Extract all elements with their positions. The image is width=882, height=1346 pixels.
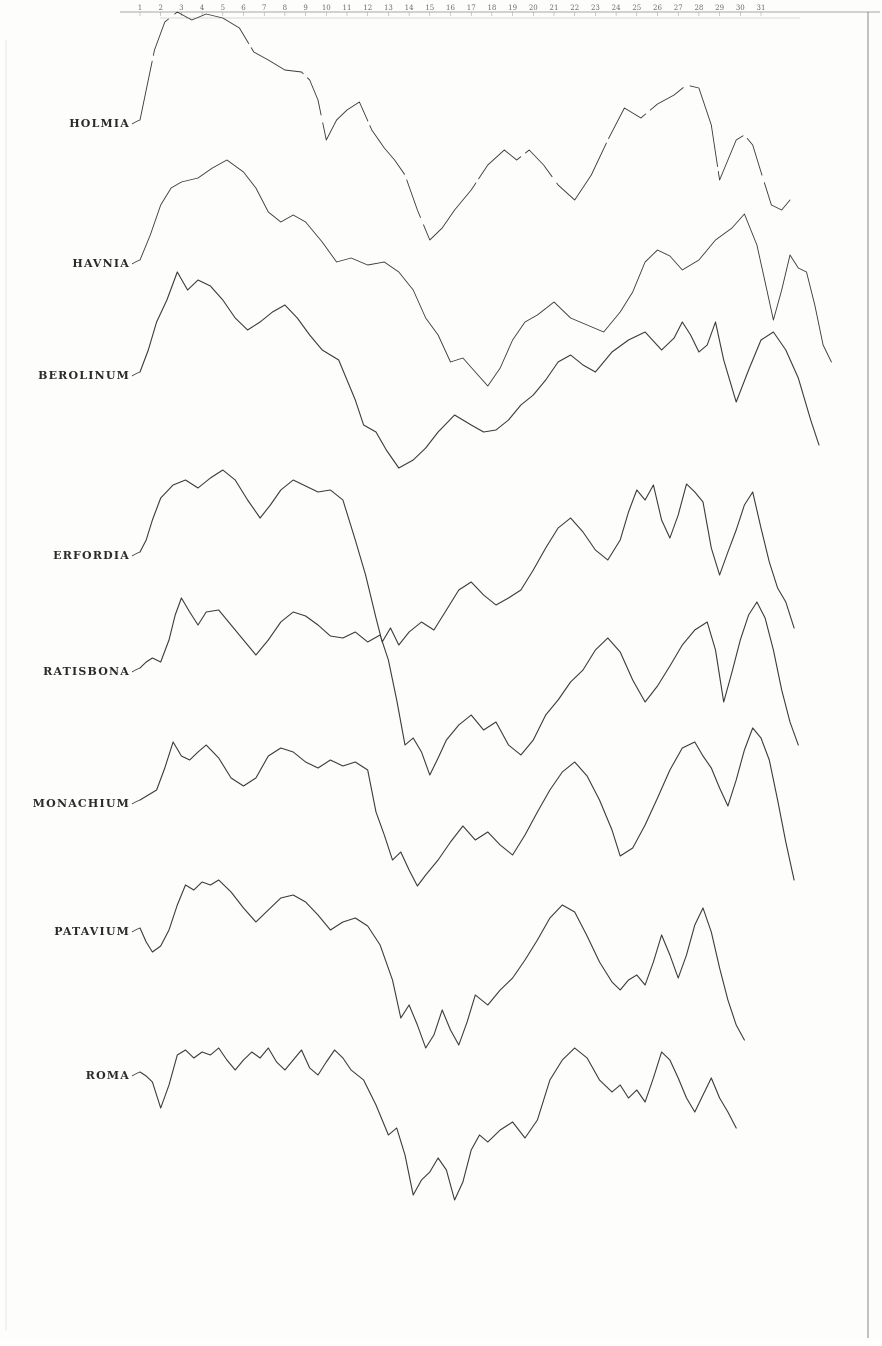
x-tick-label: 29 — [715, 4, 724, 12]
label-leader — [131, 259, 141, 265]
x-tick-label: 3 — [179, 4, 183, 12]
series-berolinum: BEROLINUM — [38, 271, 820, 469]
series-label: ERFORDIA — [53, 549, 130, 562]
series-label: HOLMIA — [69, 117, 130, 130]
series-line-havnia — [139, 159, 832, 387]
x-tick-label: 12 — [363, 4, 372, 12]
x-tick-label: 27 — [674, 4, 683, 12]
series-group: HOLMIA HAVNIA BEROLINUM ERFORDIA RATISBONA MO… — [33, 11, 832, 1201]
x-tick-label: 28 — [694, 4, 703, 12]
x-tick-label: 19 — [508, 4, 517, 12]
series-line-berolinum — [139, 271, 820, 469]
x-tick-label: 17 — [467, 4, 476, 12]
series-label: HAVNIA — [72, 257, 130, 270]
x-tick-labels: 1 2 3 4 5 6 7 8 9 10 11 12 13 14 15 16 17 18 19 20 21 22 23 24 2… — [138, 4, 766, 16]
x-tick-label: 31 — [757, 4, 766, 12]
x-tick-label: 23 — [591, 4, 600, 12]
x-tick-label: 15 — [425, 4, 434, 12]
label-leader — [131, 667, 141, 673]
series-patavium: PATAVIUM — [54, 879, 745, 1049]
x-tick-label: 4 — [200, 4, 205, 12]
label-leader — [131, 371, 141, 377]
x-tick-label: 2 — [158, 4, 162, 12]
x-tick-label: 30 — [736, 4, 745, 12]
series-line-erfordia — [139, 469, 795, 646]
series-line-holmia — [139, 11, 791, 241]
series-label: MONACHIUM — [33, 797, 130, 810]
series-havnia: HAVNIA — [72, 159, 832, 387]
series-label: ROMA — [86, 1069, 130, 1082]
x-tick-label: 7 — [262, 4, 266, 12]
x-tick-label: 20 — [529, 4, 538, 12]
series-line-roma — [139, 1047, 737, 1201]
x-axis-scale — [120, 11, 880, 19]
series-line-ratisbona — [139, 597, 799, 776]
label-leader — [131, 1071, 141, 1077]
x-tick-label: 24 — [612, 4, 621, 12]
series-label: BEROLINUM — [38, 369, 130, 382]
x-tick-label: 16 — [446, 4, 455, 12]
x-tick-label: 21 — [550, 4, 559, 12]
x-tick-label: 11 — [343, 4, 352, 12]
series-monachium: MONACHIUM — [33, 727, 795, 887]
x-tick-label: 25 — [632, 4, 641, 12]
x-tick-label: 9 — [303, 4, 307, 12]
x-tick-label: 10 — [322, 4, 331, 12]
series-erfordia: ERFORDIA — [53, 469, 795, 646]
series-line-patavium — [139, 879, 745, 1049]
series-holmia: HOLMIA — [69, 11, 791, 241]
series-line-monachium — [139, 727, 795, 887]
series-ratisbona: RATISBONA — [43, 597, 799, 776]
series-roma: ROMA — [86, 1047, 737, 1201]
x-tick-label: 5 — [221, 4, 225, 12]
x-tick-label: 14 — [405, 4, 414, 12]
series-label: PATAVIUM — [54, 925, 130, 938]
series-label: RATISBONA — [43, 665, 130, 678]
x-tick-label: 26 — [653, 4, 662, 12]
label-leader — [131, 119, 141, 125]
x-tick-label: 18 — [487, 4, 496, 12]
label-leader — [131, 551, 141, 557]
x-tick-label: 6 — [241, 4, 246, 12]
x-tick-label: 22 — [570, 4, 579, 12]
x-tick-label: 13 — [384, 4, 393, 12]
label-leader — [131, 799, 141, 805]
x-tick-label: 8 — [283, 4, 287, 12]
label-leader — [131, 927, 141, 933]
x-tick-label: 1 — [138, 4, 142, 12]
